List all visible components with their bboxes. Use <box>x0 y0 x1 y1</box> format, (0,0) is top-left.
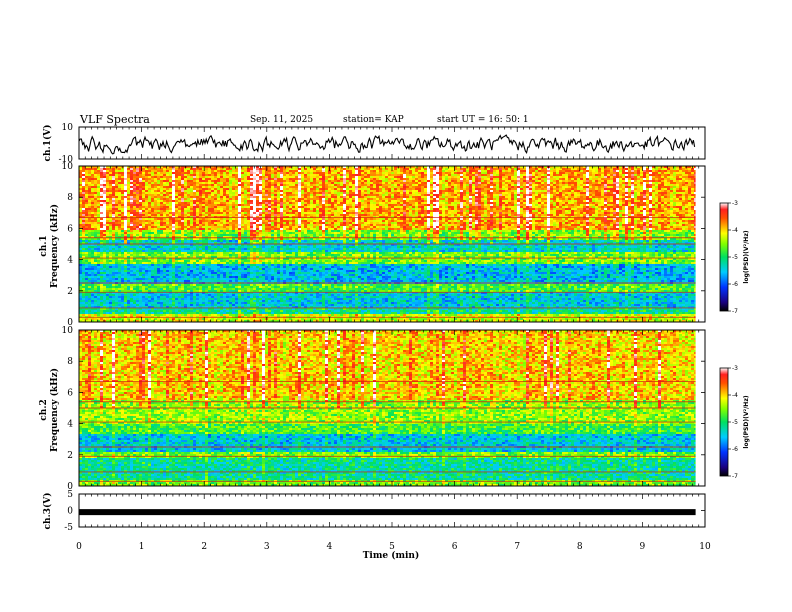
colorbar-ch2-ticks: -3 -4 -5 -6 -7 <box>728 365 738 480</box>
colorbar-ch1-ticks: -3 -4 -5 -6 -7 <box>728 200 738 315</box>
ch2-ytick-label: 10 <box>62 326 74 336</box>
colorbar-ch1-scale <box>720 203 728 311</box>
colorbar-tick-label: -4 <box>732 392 738 399</box>
time-tick-label: 8 <box>577 542 583 552</box>
colorbar-tick-label: -7 <box>732 308 738 315</box>
time-axis-label: Time (min) <box>363 550 420 561</box>
ch1-ytick-label: 10 <box>62 123 74 133</box>
colorbar-ch2: -3 -4 -5 -6 -7 log(PSD)(V²/Hz) <box>720 365 750 480</box>
ch2-frequency-label: ch.2Frequency (kHz) <box>39 368 60 452</box>
colorbar-tick-label: -5 <box>732 419 738 426</box>
ch3-waveform-panel: 5 0 -5 <box>64 490 705 533</box>
ch1-waveform-panel: 10-10 <box>59 123 706 165</box>
ch1-voltage-label: ch.1(V) <box>42 125 53 162</box>
ch1-ytick-label: 10 <box>62 162 74 172</box>
time-tick-label: 1 <box>139 542 145 552</box>
colorbar-tick-label: -5 <box>732 254 738 261</box>
time-tick-label: 9 <box>640 542 646 552</box>
ch3-voltage-label: ch.3(V) <box>42 493 53 530</box>
ch2-ytick-label: 2 <box>67 451 73 461</box>
time-tick-label: 6 <box>452 542 458 552</box>
time-tick-label: 7 <box>514 542 520 552</box>
ch2-ytick-label: 6 <box>67 388 73 398</box>
colorbar-ch2-scale <box>720 368 728 476</box>
colorbar-tick-label: -6 <box>732 281 738 288</box>
ch1-ytick-label: 4 <box>67 256 73 266</box>
ch2-ytick-label: 8 <box>67 357 73 367</box>
time-tick-label: 10 <box>699 542 711 552</box>
time-tick-label: 4 <box>327 542 333 552</box>
colorbar-tick-label: -3 <box>732 365 738 372</box>
time-tick-label: 3 <box>264 542 270 552</box>
colorbar-tick-label: -3 <box>732 200 738 207</box>
ch3-ytick-label: 5 <box>67 490 73 500</box>
figure-title: VLF Spectra <box>79 113 150 126</box>
ch3-ytick-label: 0 <box>67 507 73 517</box>
colorbar-tick-label: -4 <box>732 227 738 234</box>
date-label: Sep. 11, 2025 <box>250 115 313 125</box>
time-tick-label: 2 <box>201 542 207 552</box>
ch1-waveform-line <box>79 135 695 154</box>
ch1-frequency-label: ch.1Frequency (kHz) <box>39 204 60 288</box>
colorbar-ch1-label: log(PSD)(V²/Hz) <box>743 230 750 283</box>
colorbar-ch2-label: log(PSD)(V²/Hz) <box>743 395 750 448</box>
colorbar-tick-label: -6 <box>732 446 738 453</box>
time-tick-label: 0 <box>76 542 82 552</box>
colorbar-tick-label: -7 <box>732 473 738 480</box>
ch1-ytick-label: 8 <box>67 193 73 203</box>
ch3-ytick-label: -5 <box>64 523 73 533</box>
vlf-figure: VLF Spectra Sep. 11, 2025 station= KAP s… <box>0 0 792 612</box>
ch2-ytick-label: 4 <box>67 420 73 430</box>
ch1-ytick-label: 2 <box>67 287 73 297</box>
ch1-ytick-label: 6 <box>67 224 73 234</box>
start-time-label: start UT = 16: 50: 1 <box>437 115 529 125</box>
colorbar-ch1: -3 -4 -5 -6 -7 log(PSD)(V²/Hz) <box>720 200 750 315</box>
station-label: station= KAP <box>343 115 404 125</box>
